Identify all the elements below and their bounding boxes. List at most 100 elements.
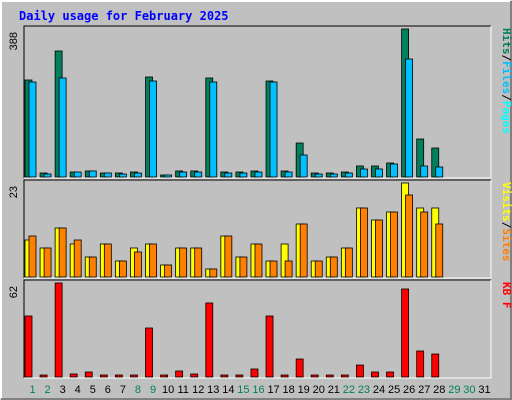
bar <box>280 374 289 378</box>
x-tick-label: 13 <box>207 384 219 396</box>
bar <box>209 268 218 278</box>
bar <box>194 247 203 278</box>
bar <box>314 260 323 278</box>
bar <box>149 243 157 278</box>
bar <box>24 315 33 378</box>
bar <box>390 211 398 278</box>
panel-hits-files-pages: 388 Hits/Files/Pages <box>8 25 512 179</box>
bar <box>360 168 368 178</box>
x-tick-label: 3 <box>60 384 66 396</box>
bar <box>145 327 153 378</box>
bar <box>405 58 414 178</box>
bar <box>360 207 368 278</box>
bar <box>435 223 444 278</box>
bar <box>344 172 353 178</box>
x-tick-label: 1 <box>29 384 35 396</box>
bar <box>269 260 278 278</box>
panel-border-dark <box>23 279 491 378</box>
x-tick-label: 17 <box>267 384 279 396</box>
bar <box>401 288 410 378</box>
bar <box>299 223 308 278</box>
bar <box>325 374 334 378</box>
x-tick-label: 11 <box>177 384 188 396</box>
bar <box>103 172 112 178</box>
bar <box>284 260 293 278</box>
bar <box>405 194 414 278</box>
series-hits <box>24 28 440 178</box>
x-tick-label: 24 <box>373 384 385 396</box>
bar <box>205 302 214 378</box>
panel-kbytes: 62 KB F <box>8 279 512 379</box>
scale-max-label: 388 <box>8 32 20 50</box>
bar <box>314 173 323 178</box>
bar <box>254 243 263 278</box>
bar <box>58 77 67 178</box>
series-kb-f <box>24 282 440 378</box>
x-axis-day-labels: 1 2 3 4 5 6 7 8 9 10 11 12 13 14 15 16 17 18 19 20 21 22 23 24 2… <box>29 384 490 396</box>
x-tick-label: 9 <box>150 384 156 396</box>
x-tick-label: 25 <box>388 384 400 396</box>
bar <box>284 171 293 178</box>
x-tick-label: 31 <box>478 384 490 396</box>
x-tick-label: 10 <box>162 384 174 396</box>
bar <box>420 165 429 178</box>
bar <box>224 172 233 178</box>
bar <box>435 166 444 178</box>
scale-max-label: 23 <box>8 186 20 198</box>
x-tick-label: 26 <box>403 384 415 396</box>
bar <box>224 235 233 278</box>
bar <box>114 374 123 378</box>
side-label-segment: Pages <box>500 101 512 134</box>
bar <box>175 370 184 378</box>
x-tick-label: 8 <box>135 384 141 396</box>
bar <box>43 247 52 278</box>
side-label-segment: / <box>500 222 512 229</box>
bar <box>209 81 218 178</box>
bar <box>280 243 289 278</box>
bar <box>39 374 48 378</box>
bar <box>340 374 349 378</box>
bar <box>269 81 278 178</box>
bar <box>73 239 82 278</box>
side-label-segment: / <box>500 55 512 62</box>
bar <box>130 374 138 378</box>
bar <box>149 80 157 178</box>
x-tick-label: 20 <box>313 384 325 396</box>
bar <box>84 371 93 378</box>
panel-border-light <box>24 280 492 379</box>
panel-border-light <box>24 180 492 279</box>
bar <box>416 350 425 378</box>
bar <box>28 235 37 278</box>
bar <box>103 243 112 278</box>
x-tick-label: 6 <box>105 384 111 396</box>
x-tick-label: 5 <box>90 384 96 396</box>
x-tick-label: 23 <box>358 384 370 396</box>
series-side-label: KB F <box>500 282 512 309</box>
bar <box>179 171 188 178</box>
bar <box>235 374 244 378</box>
bar <box>118 173 127 178</box>
bar <box>164 264 172 278</box>
bar <box>118 260 127 278</box>
bar <box>239 172 248 178</box>
x-tick-label: 12 <box>192 384 204 396</box>
bar <box>164 174 172 178</box>
bar <box>386 371 394 378</box>
x-tick-label: 14 <box>222 384 234 396</box>
x-tick-label: 29 <box>448 384 460 396</box>
x-tick-label: 19 <box>298 384 310 396</box>
bar <box>254 171 263 178</box>
side-label-segment: Hits <box>500 28 512 55</box>
bar <box>194 171 203 178</box>
bar <box>299 154 308 178</box>
bar <box>329 256 338 278</box>
panel-border-dark <box>23 179 491 278</box>
side-label-segment: Files <box>500 61 512 94</box>
bar <box>329 173 338 178</box>
bar <box>88 256 97 278</box>
bar <box>134 172 142 178</box>
bar <box>310 374 319 378</box>
